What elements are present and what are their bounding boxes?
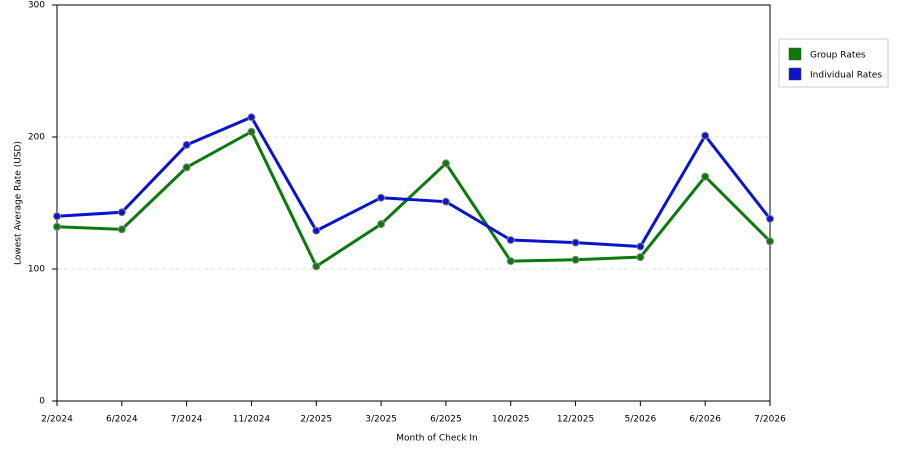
x-tick-label: 2/2025 [300, 415, 332, 425]
data-point [312, 226, 321, 235]
y-tick-label: 200 [28, 133, 45, 143]
x-tick-label: 6/2025 [430, 415, 462, 425]
data-point [377, 193, 386, 202]
series-line [56, 115, 772, 249]
data-point [441, 197, 450, 206]
data-point [636, 253, 645, 262]
data-point [441, 159, 450, 168]
data-point [571, 255, 580, 264]
data-point [53, 222, 61, 231]
y-tick-label: 300 [28, 1, 45, 11]
legend-swatch [788, 47, 802, 61]
plot-frame [56, 4, 771, 402]
data-point [312, 262, 321, 271]
data-point [571, 238, 580, 247]
x-tick-label: 10/2025 [492, 415, 529, 425]
x-tick-label: 6/2024 [106, 415, 138, 425]
data-point [506, 235, 515, 244]
y-tick-label: 100 [28, 265, 45, 275]
x-tick-label: 2/2024 [41, 415, 73, 425]
data-point [766, 214, 774, 223]
data-point [117, 225, 126, 234]
data-point [701, 172, 710, 181]
legend-swatch [788, 67, 802, 81]
series-line [56, 129, 772, 269]
legend-label: Group Rates [810, 51, 866, 61]
x-tick-label: 5/2026 [625, 415, 657, 425]
data-point [247, 113, 256, 122]
data-point [377, 220, 386, 229]
x-tick-label: 7/2024 [171, 415, 203, 425]
x-axis-label: Month of Check In [396, 434, 478, 444]
data-point [117, 208, 126, 217]
data-point [636, 242, 645, 251]
y-tick-label: 0 [39, 397, 45, 407]
x-tick-label: 12/2025 [557, 415, 594, 425]
x-tick-label: 6/2026 [689, 415, 721, 425]
data-point [182, 163, 191, 172]
data-point [766, 237, 774, 246]
x-tick-label: 3/2025 [365, 415, 397, 425]
x-tick-label: 7/2026 [754, 415, 786, 425]
data-point [182, 140, 191, 149]
x-tick-label: 11/2024 [233, 415, 271, 425]
data-point [506, 257, 515, 266]
y-axis-label: Lowest Average Rate (USD) [14, 141, 24, 265]
data-point [701, 131, 710, 140]
data-point [247, 127, 256, 136]
legend-label: Individual Rates [810, 71, 882, 81]
data-point [53, 212, 61, 221]
